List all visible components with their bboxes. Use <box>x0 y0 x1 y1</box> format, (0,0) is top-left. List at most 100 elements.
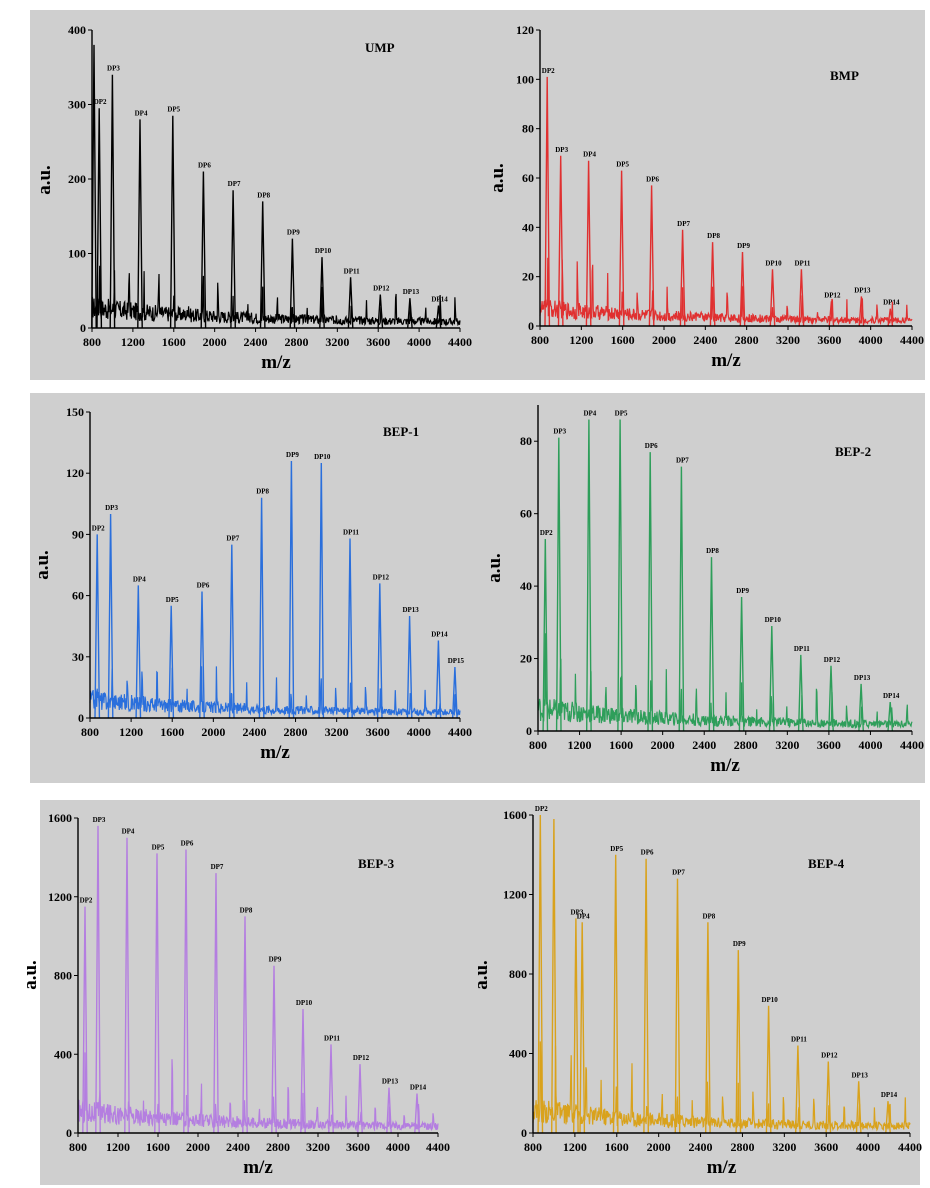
x-tick-label: 800 <box>69 1140 87 1154</box>
peak-label: DP13 <box>854 286 871 294</box>
peak-label: DP12 <box>373 573 390 581</box>
peak-dp3 <box>573 918 579 1134</box>
y-axis-label: a.u. <box>487 163 508 193</box>
peak-dp9 <box>735 950 742 1134</box>
x-axis-label: m/z <box>710 755 740 776</box>
chart-title: BEP-2 <box>835 444 871 459</box>
peak-label: DP7 <box>211 863 224 871</box>
peak-label: DP3 <box>93 816 106 824</box>
peak-label: DP14 <box>883 692 900 700</box>
x-tick-label: 1200 <box>119 725 143 739</box>
peak-label: DP14 <box>410 1084 427 1092</box>
x-tick-label: 3600 <box>346 1140 370 1154</box>
peak-label: DP6 <box>198 162 211 170</box>
peak-label: DP11 <box>791 1036 807 1044</box>
y-axis-label: a.u. <box>34 165 55 195</box>
x-tick-label: 800 <box>81 725 99 739</box>
peak-dp2 <box>542 538 549 732</box>
x-tick-label: 2000 <box>651 738 675 752</box>
x-tick-label: 2800 <box>730 1140 754 1154</box>
peak-label: DP8 <box>256 488 269 496</box>
x-tick-label: 3600 <box>814 1140 838 1154</box>
peak-label: DP5 <box>610 845 623 853</box>
peak-dp11 <box>328 1044 334 1134</box>
peak-label: DP3 <box>555 146 568 154</box>
y-tick-label: 0 <box>521 1126 527 1140</box>
peak-label: DP10 <box>765 616 782 624</box>
y-tick-label: 0 <box>80 321 86 335</box>
peak-dp3 <box>557 155 564 327</box>
peak-label: DP6 <box>181 840 194 848</box>
x-axis-label: m/z <box>260 742 290 763</box>
peak-label: DP14 <box>883 299 900 307</box>
x-tick-label: 3600 <box>366 335 390 349</box>
peak-dp7 <box>213 873 219 1134</box>
peak-label: DP5 <box>166 596 179 604</box>
x-tick-label: 4000 <box>859 333 883 347</box>
x-tick-label: 2000 <box>647 1140 671 1154</box>
peak-unlabeled-1 <box>551 818 557 1134</box>
y-tick-label: 20 <box>520 652 532 666</box>
peak-dp13 <box>858 683 864 732</box>
y-tick-label: 400 <box>68 23 86 37</box>
y-tick-label: 150 <box>66 405 84 419</box>
peak-label: DP4 <box>583 151 596 159</box>
x-tick-label: 3200 <box>775 738 799 752</box>
peak-label: DP8 <box>240 906 253 914</box>
peak-label: DP4 <box>577 912 590 920</box>
y-axis-label: a.u. <box>471 960 492 990</box>
peak-dp3 <box>107 513 114 719</box>
peak-dp9 <box>738 596 745 732</box>
y-tick-label: 30 <box>72 650 84 664</box>
peak-label: DP12 <box>824 291 841 299</box>
y-tick-label: 0 <box>78 711 84 725</box>
peak-dp12 <box>377 294 384 329</box>
y-tick-label: 1200 <box>48 890 72 904</box>
x-tick-label: 1600 <box>605 1140 629 1154</box>
peak-dp2 <box>82 906 88 1134</box>
chart-title: BEP-1 <box>383 424 419 439</box>
x-axis-label: m/z <box>261 352 291 373</box>
x-tick-label: 2400 <box>689 1140 713 1154</box>
peak-label: DP2 <box>535 805 548 813</box>
peak-dp7 <box>230 190 236 329</box>
peak-label: DP8 <box>702 912 715 920</box>
x-tick-label: 2400 <box>244 335 268 349</box>
x-tick-label: 4400 <box>426 1140 450 1154</box>
x-tick-label: 2000 <box>203 335 227 349</box>
peak-dp10 <box>318 462 325 719</box>
x-tick-label: 2400 <box>692 738 716 752</box>
peak-dp10 <box>765 1005 772 1134</box>
x-tick-label: 4000 <box>386 1140 410 1154</box>
spectrum-baseline-trace <box>91 265 461 327</box>
peak-dp4 <box>586 419 592 732</box>
peak-label: DP2 <box>540 529 553 537</box>
x-tick-label: 4000 <box>407 335 431 349</box>
peak-label: DP12 <box>821 1051 838 1059</box>
y-tick-label: 1600 <box>503 808 527 822</box>
x-tick-label: 2400 <box>693 333 717 347</box>
y-tick-label: 90 <box>72 527 84 541</box>
peak-dp14 <box>887 701 894 732</box>
y-tick-label: 0 <box>526 724 532 738</box>
peak-label: DP6 <box>641 849 654 857</box>
peak-label: DP11 <box>344 267 360 275</box>
x-tick-label: 800 <box>529 738 547 752</box>
peak-label: DP13 <box>402 606 419 614</box>
peak-dp5 <box>617 419 623 732</box>
peak-dp8 <box>709 242 716 327</box>
peak-label: DP3 <box>105 504 118 512</box>
peak-label: DP3 <box>107 65 120 73</box>
x-tick-label: 800 <box>524 1140 542 1154</box>
peak-dp11 <box>795 1045 801 1134</box>
x-tick-label: 3600 <box>366 725 390 739</box>
peak-dp8 <box>242 916 248 1134</box>
x-tick-label: 4400 <box>900 333 924 347</box>
x-tick-label: 4400 <box>448 335 472 349</box>
peak-dp11 <box>797 654 804 732</box>
peak-dp13 <box>406 615 413 719</box>
x-tick-label: 1200 <box>568 738 592 752</box>
peak-label: DP8 <box>707 232 720 240</box>
